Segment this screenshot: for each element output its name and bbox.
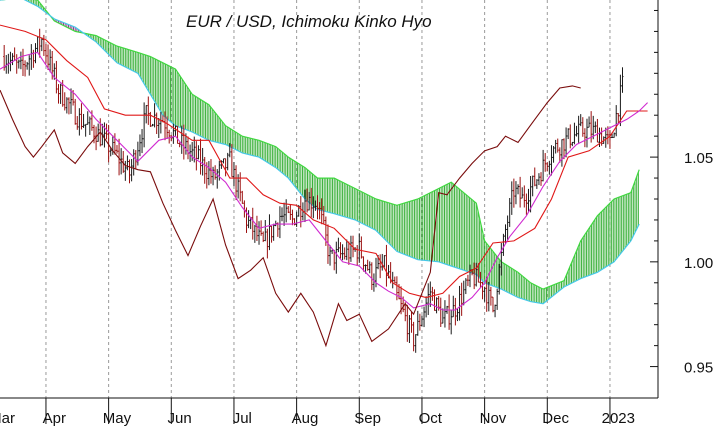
y-tick-label: 0.95 xyxy=(684,360,713,377)
x-month-label: Jun xyxy=(168,410,192,427)
senkou-span-a-line xyxy=(0,0,640,290)
x-month-label: Apr xyxy=(43,410,66,427)
kumo-cloud xyxy=(26,0,639,304)
senkou-span-b-line xyxy=(0,0,640,305)
x-month-label: Dec xyxy=(542,410,569,427)
y-tick-label: 1.00 xyxy=(684,255,713,272)
x-month-label: May xyxy=(103,410,132,427)
indicator-lines xyxy=(0,24,648,348)
x-month-label: Jul xyxy=(233,410,252,427)
indicator-line-1 xyxy=(0,24,648,299)
x-month-label: Aug xyxy=(292,410,319,427)
indicator-line-3 xyxy=(0,85,581,348)
chart-title: EUR / USD, Ichimoku Kinko Hyo xyxy=(186,12,432,31)
price-candles xyxy=(3,28,624,353)
x-month-label: Mar xyxy=(0,410,15,427)
x-month-label: 2023 xyxy=(602,410,635,427)
indicator-line-2 xyxy=(0,51,648,311)
y-tick-label: 1.05 xyxy=(684,150,713,167)
axes: 0.95 1.00 1.05 Mar Apr May Jun Jul Aug Sep Oct Nov D… xyxy=(0,0,713,427)
senkou-span-lines xyxy=(0,0,640,305)
x-month-label: Oct xyxy=(419,410,443,427)
x-month-label: Nov xyxy=(480,410,507,427)
x-month-label: Sep xyxy=(354,410,381,427)
